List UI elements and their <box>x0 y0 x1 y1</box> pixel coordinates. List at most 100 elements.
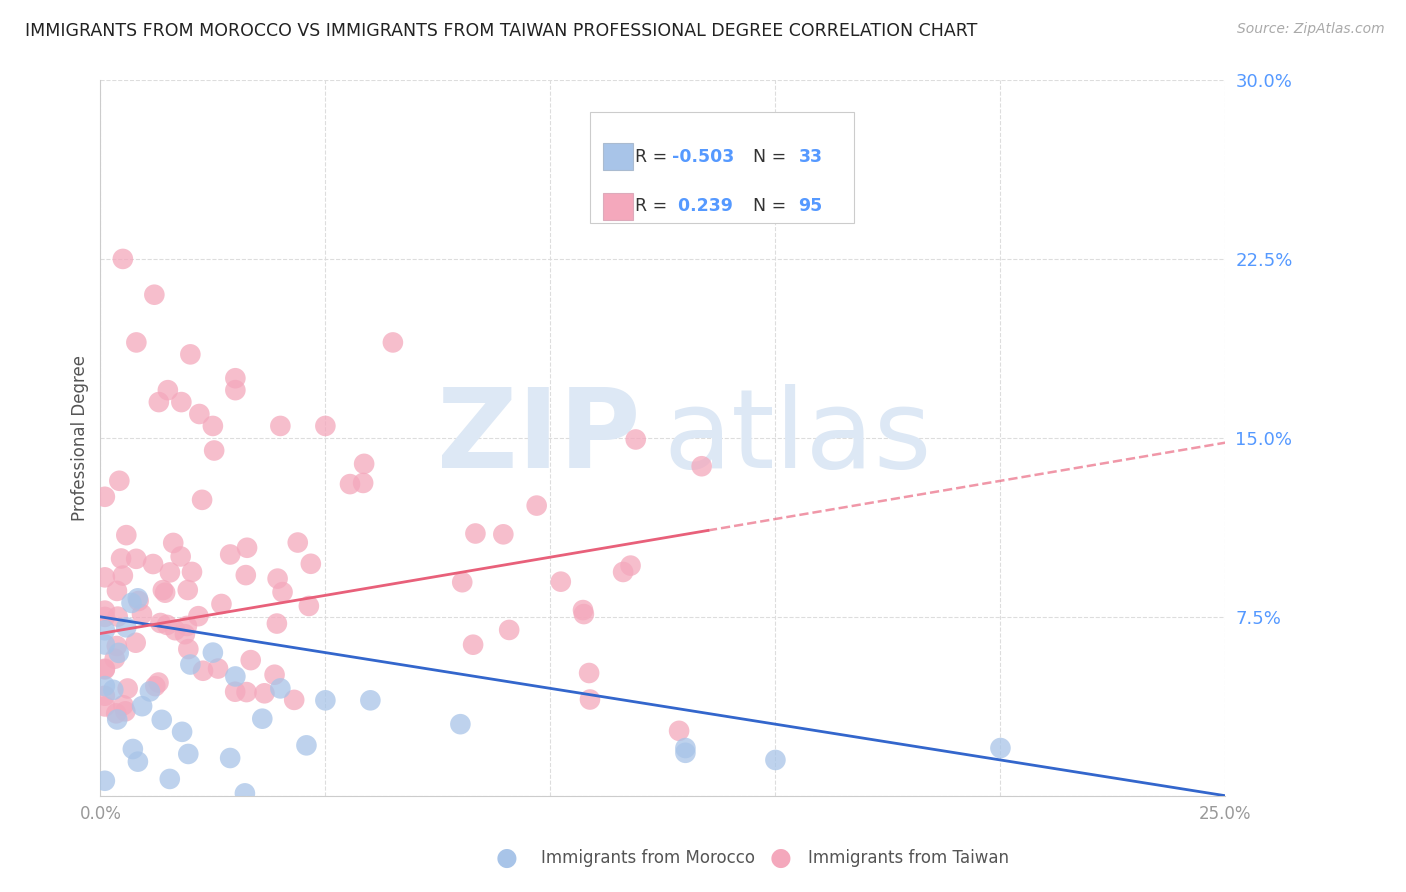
Point <box>295 739 318 753</box>
Point <box>94 679 117 693</box>
Point <box>269 681 291 696</box>
Point <box>990 741 1012 756</box>
Point <box>668 723 690 738</box>
Point <box>159 772 181 786</box>
Point <box>202 443 225 458</box>
Point <box>165 624 187 638</box>
Point <box>131 607 153 622</box>
Text: 95: 95 <box>799 197 823 216</box>
Text: 0.239: 0.239 <box>672 197 734 216</box>
Point <box>219 751 242 765</box>
Point <box>179 657 201 672</box>
Point <box>624 433 647 447</box>
Point <box>107 609 129 624</box>
Point <box>464 526 486 541</box>
Y-axis label: Professional Degree: Professional Degree <box>72 355 89 521</box>
Point <box>177 642 200 657</box>
Point <box>148 395 170 409</box>
Point <box>156 618 179 632</box>
Point <box>150 713 173 727</box>
Bar <box>603 143 633 170</box>
Point <box>239 653 262 667</box>
Point <box>233 786 256 800</box>
Point <box>112 698 135 713</box>
Text: R =: R = <box>636 147 673 166</box>
Point <box>94 604 117 618</box>
Point <box>492 527 515 541</box>
Point <box>115 528 138 542</box>
Point <box>181 565 204 579</box>
Point <box>359 693 381 707</box>
Point <box>269 419 291 434</box>
Point <box>266 572 288 586</box>
Point <box>550 574 572 589</box>
Point <box>149 615 172 630</box>
Point <box>143 287 166 301</box>
Point <box>176 619 198 633</box>
Point <box>449 717 471 731</box>
Point <box>461 638 484 652</box>
Point <box>314 693 336 707</box>
Point <box>174 627 197 641</box>
Point <box>339 477 361 491</box>
Point <box>170 395 193 409</box>
Point <box>177 747 200 761</box>
Point <box>94 689 117 703</box>
Point <box>314 419 336 434</box>
Point <box>94 570 117 584</box>
Point <box>235 685 257 699</box>
Point <box>572 603 595 617</box>
Text: R =: R = <box>636 197 673 216</box>
Point <box>94 610 117 624</box>
Point <box>153 585 176 599</box>
Point <box>224 371 246 385</box>
Text: N =: N = <box>742 197 792 216</box>
Point <box>162 536 184 550</box>
Point <box>127 755 149 769</box>
Text: Source: ZipAtlas.com: Source: ZipAtlas.com <box>1237 22 1385 37</box>
Point <box>578 665 600 680</box>
Text: ●: ● <box>495 847 517 870</box>
Point <box>148 675 170 690</box>
Point <box>263 667 285 681</box>
Point <box>94 624 117 638</box>
Point <box>287 535 309 549</box>
Text: -0.503: -0.503 <box>672 147 735 166</box>
Point <box>94 662 117 676</box>
Point <box>690 459 713 474</box>
Point <box>673 145 696 159</box>
Point <box>117 681 139 696</box>
Point <box>105 583 128 598</box>
FancyBboxPatch shape <box>589 112 855 223</box>
Point <box>187 609 209 624</box>
Point <box>224 669 246 683</box>
Point <box>105 713 128 727</box>
Text: 33: 33 <box>799 147 823 166</box>
Point <box>224 684 246 698</box>
Point <box>115 620 138 634</box>
Point <box>128 594 150 608</box>
Point <box>498 623 520 637</box>
Point <box>108 474 131 488</box>
Point <box>114 704 136 718</box>
Point <box>125 551 148 566</box>
Point <box>352 475 374 490</box>
Point <box>191 664 214 678</box>
Point <box>299 557 322 571</box>
Point <box>110 551 132 566</box>
Point <box>121 742 143 756</box>
Text: N =: N = <box>742 147 792 166</box>
Point <box>271 585 294 599</box>
Point <box>235 568 257 582</box>
Point <box>179 347 201 361</box>
Point <box>94 699 117 714</box>
Text: IMMIGRANTS FROM MOROCCO VS IMMIGRANTS FROM TAIWAN PROFESSIONAL DEGREE CORRELATIO: IMMIGRANTS FROM MOROCCO VS IMMIGRANTS FR… <box>25 22 977 40</box>
Point <box>236 541 259 555</box>
Point <box>211 597 233 611</box>
Point <box>131 699 153 714</box>
Point <box>298 599 321 613</box>
Point <box>156 383 179 397</box>
Point <box>283 693 305 707</box>
Point <box>169 549 191 564</box>
Point <box>104 651 127 665</box>
